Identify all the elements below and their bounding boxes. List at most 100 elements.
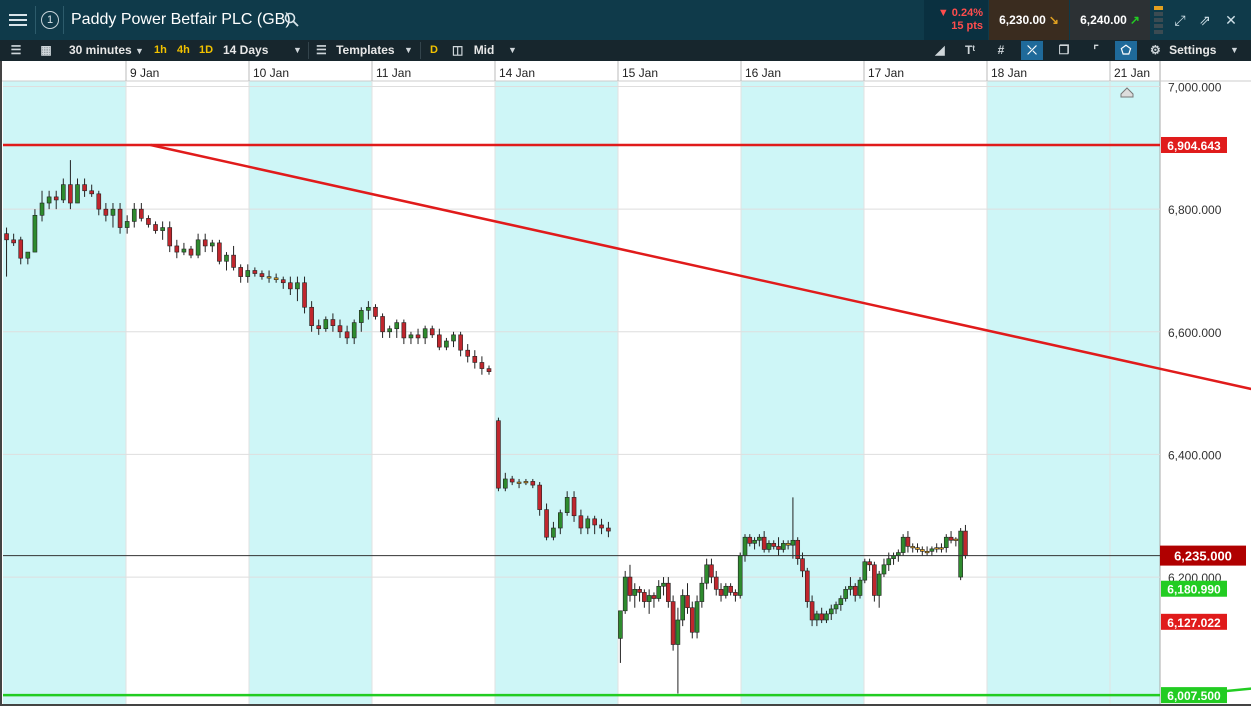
candle-body	[288, 282, 293, 290]
templates-select[interactable]: ☰ Templates ▼	[316, 40, 416, 61]
candle-body	[905, 536, 911, 547]
list-icon[interactable]: ☰	[10, 43, 22, 57]
candle-body	[661, 582, 666, 587]
candle-body	[881, 564, 887, 575]
timeframe-1d[interactable]: 1D	[199, 44, 214, 56]
candle-body	[4, 233, 9, 241]
candle-body	[809, 601, 815, 621]
candle-body	[11, 239, 16, 244]
chevron-down-icon: ▼	[1230, 45, 1239, 55]
buy-price-button[interactable]: 6,240.00 ↗	[1070, 0, 1150, 40]
candle-body	[852, 585, 858, 596]
timeframe-4h[interactable]: 4h	[177, 44, 190, 56]
candle-body	[761, 536, 767, 550]
line-label: 6,007.500	[1167, 689, 1221, 703]
candle-body	[704, 564, 709, 584]
search-icon[interactable]	[284, 12, 300, 28]
label-tool-icon[interactable]: ⬠	[1115, 41, 1137, 60]
settings-button[interactable]: ⚙ Settings ▼	[1150, 40, 1246, 61]
grid-icon[interactable]: #	[997, 43, 1005, 57]
trendline-label: 6,127.022	[1167, 616, 1221, 630]
gear-icon: ⚙	[1150, 43, 1161, 57]
candle-body	[713, 576, 719, 590]
candle-body	[117, 208, 123, 228]
candle-body	[948, 536, 954, 541]
buy-arrow-icon: ↗	[1129, 13, 1140, 27]
price-type-select[interactable]: ◫ Mid ▼	[452, 40, 520, 61]
candle-body	[280, 279, 286, 284]
support-trendline	[1183, 687, 1251, 697]
d-badge[interactable]: D	[430, 44, 438, 56]
candle-body	[585, 518, 591, 529]
x-tick-label: 21 Jan	[1114, 66, 1150, 80]
candle-body	[571, 497, 577, 517]
session-band	[741, 81, 864, 704]
chevron-down-icon: ▼	[404, 45, 413, 55]
candle-body	[833, 604, 839, 610]
resistance-trendline	[150, 143, 1251, 391]
candle-body	[742, 536, 748, 556]
candle-body	[785, 543, 791, 546]
candle-body	[790, 539, 796, 546]
draw-line-icon[interactable]: ◢	[935, 43, 945, 57]
candle-body	[330, 319, 336, 326]
timeframe-1h[interactable]: 1h	[154, 44, 167, 56]
candle-body	[934, 547, 939, 550]
price-chart[interactable]: 9 Jan 10 Jan 11 Jan 14 Jan 15 Jan 16 Jan 17 Ja…	[0, 61, 1251, 706]
candlestick-icon: ◫	[452, 43, 464, 57]
x-tick-label: 9 Jan	[130, 66, 159, 80]
window-number-badge[interactable]: 1	[41, 11, 59, 29]
x-tick-label: 18 Jan	[991, 66, 1027, 80]
sell-price: 6,230.00	[999, 13, 1046, 27]
range-select[interactable]: 14 Days ▼	[223, 40, 303, 61]
candle-body	[195, 239, 201, 256]
candle-body	[544, 509, 549, 538]
layout-icon[interactable]: ▦	[40, 43, 52, 57]
candle-body	[479, 362, 485, 369]
candle-body	[89, 190, 94, 195]
current-price-label-bg	[1160, 545, 1246, 566]
text-tool-icon[interactable]: Tᵗ	[965, 43, 975, 57]
candle-body	[752, 539, 757, 544]
indicator-icon[interactable]: ⌜	[1093, 43, 1099, 57]
crosshair-icon[interactable]: ⤫	[1021, 41, 1043, 60]
session-band	[987, 81, 1160, 704]
price-type-label: Mid	[473, 43, 495, 57]
candle-body	[401, 322, 407, 339]
candle-body	[25, 251, 31, 259]
y-tick-label: 6,400.000	[1168, 448, 1222, 462]
candle-body	[32, 214, 38, 253]
candle-body	[266, 276, 272, 279]
y-axis: 7,000.0006,800.0006,600.0006,400.0006,20…	[1168, 81, 1222, 586]
current-price-label: 6,235.000	[1174, 549, 1232, 564]
sell-price-button[interactable]: 6,230.00 ↘	[989, 0, 1069, 40]
templates-label: Templates	[336, 43, 395, 57]
candle-body	[666, 582, 671, 602]
expand-icon[interactable]: ⤢	[1174, 12, 1186, 28]
candle-body	[886, 558, 892, 566]
candle-body	[217, 242, 222, 262]
chevron-down-icon: ▼	[293, 45, 302, 55]
candle-body	[646, 595, 652, 602]
candle-body	[366, 306, 371, 311]
candle-body	[61, 184, 66, 201]
candle-body	[958, 530, 963, 578]
popout-icon[interactable]: ⇗	[1199, 12, 1211, 28]
menu-icon[interactable]	[9, 11, 27, 29]
interval-select[interactable]: 30 minutes ▼	[69, 40, 144, 61]
candle-body	[872, 564, 877, 596]
candle-body	[670, 601, 676, 645]
candle-body	[302, 282, 307, 308]
layers-icon[interactable]: ❐	[1058, 43, 1070, 57]
candle-body	[380, 316, 385, 333]
candle-body	[537, 484, 542, 510]
x-tick-label: 17 Jan	[868, 66, 904, 80]
candle-body	[316, 325, 322, 330]
candle-body	[689, 607, 695, 633]
candle-body	[503, 478, 508, 489]
candle-body	[900, 536, 906, 553]
line-label: 6,904.643	[1167, 139, 1221, 153]
candle-body	[39, 202, 45, 216]
close-icon[interactable]: ✕	[1225, 12, 1237, 28]
candle-body	[530, 481, 536, 486]
